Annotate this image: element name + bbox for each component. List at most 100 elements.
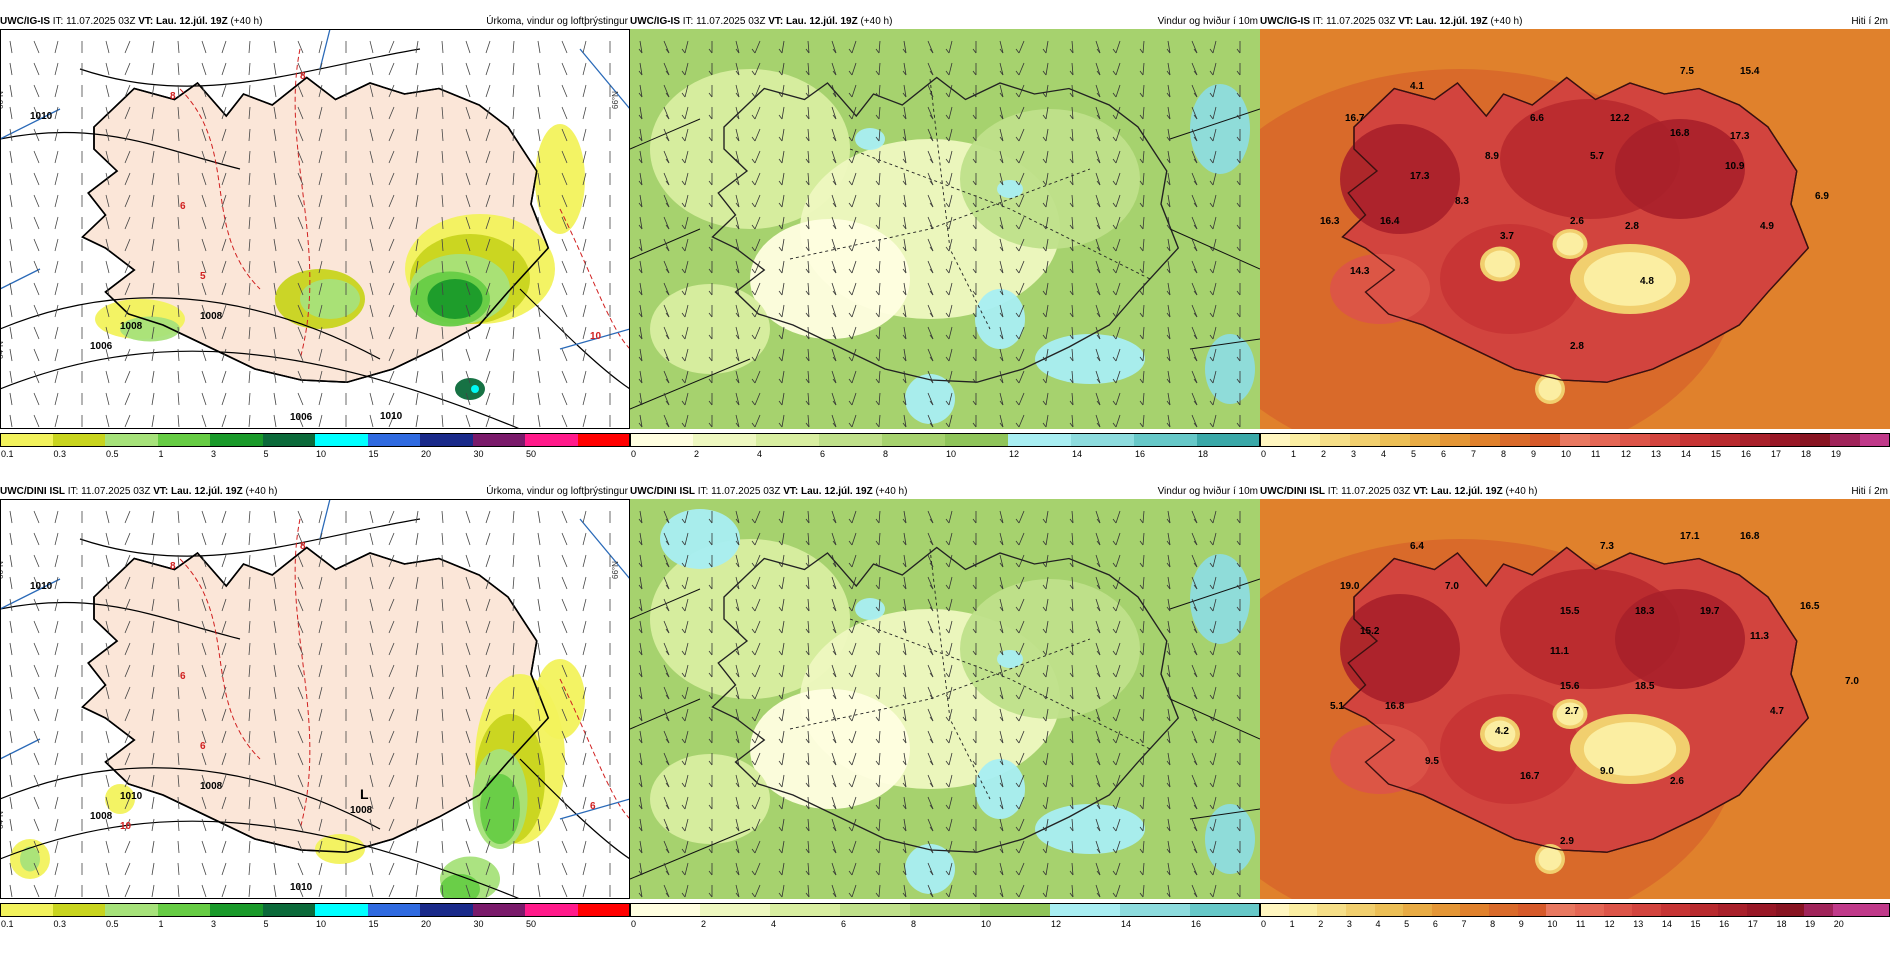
- wind-barb: [903, 862, 907, 876]
- wind-barb: [124, 84, 131, 98]
- lead-time: (+40 h): [245, 486, 278, 497]
- wind-barb: [781, 106, 785, 120]
- wind-arrowhead: [1193, 518, 1198, 524]
- wind-barb: [754, 532, 761, 546]
- precip-forecast-panel: UWC/IG-IS IT: 11.07.2025 03Z VT: Lau. 12…: [0, 15, 630, 485]
- wind-barb: [151, 40, 155, 54]
- wind-barb: [201, 796, 207, 810]
- wind-arrowhead: [1193, 92, 1198, 98]
- temperature-point-value: 10.9: [1725, 161, 1745, 172]
- wind-arrowhead: [832, 892, 837, 898]
- wind-arrowhead: [832, 246, 837, 252]
- wind-arrowhead: [832, 804, 837, 810]
- wind-barb: [1142, 62, 1145, 76]
- wind-barb: [369, 818, 374, 832]
- wind-arrowhead: [1193, 356, 1198, 362]
- lead-time: (+40 h): [860, 16, 893, 27]
- wind-barb: [441, 642, 444, 656]
- wind-barb: [831, 532, 837, 546]
- wind-barb: [54, 796, 59, 810]
- wind-barb: [221, 840, 227, 854]
- temperature-point-value: 17.3: [1730, 131, 1750, 142]
- colorbar-swatch: [1345, 903, 1375, 917]
- wind-barb: [248, 84, 251, 98]
- wind-barb: [1115, 304, 1121, 318]
- wind-arrowhead: [708, 628, 713, 634]
- wind-barb: [318, 708, 323, 722]
- wind-barb: [369, 150, 374, 164]
- wind-arrowhead: [1139, 114, 1144, 120]
- wind-barb: [684, 348, 689, 362]
- wind-barb: [999, 532, 1004, 546]
- wind-arrowhead: [1112, 92, 1117, 98]
- wind-barb: [582, 40, 587, 54]
- wind-arrowhead: [1096, 760, 1101, 766]
- wind-barb: [54, 260, 59, 274]
- wind-barb: [415, 282, 419, 296]
- wind-arrowhead: [708, 672, 713, 678]
- wind-arrowhead: [735, 246, 740, 252]
- wind-arrowhead: [848, 892, 853, 898]
- wind-barb: [1191, 62, 1198, 76]
- wind-arrowhead: [751, 782, 756, 788]
- wind-barb: [582, 774, 587, 788]
- wind-barb: [735, 862, 740, 876]
- temperature-label: 8: [170, 91, 176, 102]
- wind-barb: [512, 304, 515, 318]
- wind-arrowhead: [1112, 312, 1117, 318]
- wind-barb: [537, 282, 541, 296]
- wind-barb: [415, 194, 419, 208]
- wind-barb: [221, 106, 227, 120]
- wind-barb: [369, 576, 374, 590]
- wind-arrowhead: [805, 826, 810, 832]
- map-boundary-line: [0, 108, 61, 140]
- colorbar-tick-label: 50: [526, 919, 537, 929]
- wind-barb: [1115, 326, 1121, 340]
- colorbar-swatch: [1410, 433, 1440, 447]
- wind-barb: [1018, 708, 1025, 722]
- temperature-contour: [294, 518, 311, 830]
- panel-title: Hiti í 2m: [1851, 16, 1888, 27]
- wind-barb: [878, 686, 881, 700]
- wind-barb: [1212, 150, 1217, 164]
- wind-arrowhead: [1209, 400, 1214, 406]
- wind-barb: [415, 818, 419, 832]
- wind-barb: [1071, 532, 1074, 546]
- wind-arrowhead: [1069, 48, 1074, 54]
- wind-barb: [999, 884, 1004, 898]
- wind-arrowhead: [1042, 694, 1047, 700]
- wind-barb: [1095, 730, 1101, 744]
- wind-arrowhead: [1042, 378, 1047, 384]
- wind-barb: [318, 370, 323, 384]
- wind-barb: [735, 796, 740, 810]
- wind-barb: [1095, 216, 1101, 230]
- wind-arrowhead: [1112, 246, 1117, 252]
- wind-barb: [1212, 554, 1217, 568]
- wind-barb: [388, 818, 395, 832]
- wind-arrowhead: [1209, 672, 1214, 678]
- wind-speed-area: [960, 109, 1140, 249]
- wind-barb: [441, 370, 444, 384]
- wind-barb: [684, 106, 689, 120]
- wind-arrowhead: [1069, 606, 1074, 612]
- wind-barb: [807, 862, 810, 876]
- wind-barb: [1095, 554, 1101, 568]
- wind-barb: [124, 510, 131, 524]
- wind-barb: [903, 840, 907, 854]
- wind-barb: [754, 664, 761, 678]
- wind-barb: [735, 282, 740, 296]
- wind-barb: [1212, 128, 1217, 142]
- wind-barb: [684, 326, 689, 340]
- wind-arrowhead: [708, 202, 713, 208]
- panel-title: Hiti í 2m: [1851, 486, 1888, 497]
- wind-arrowhead: [875, 48, 880, 54]
- wind-barb: [201, 752, 207, 766]
- isobar: [0, 820, 521, 899]
- wind-arrowhead: [1096, 114, 1101, 120]
- wind-barb: [999, 40, 1004, 54]
- wind-arrowhead: [972, 422, 977, 428]
- wind-arrowhead: [832, 870, 837, 876]
- wind-barb: [537, 620, 541, 634]
- wind-arrowhead: [1096, 584, 1101, 590]
- wind-arrowhead: [638, 246, 643, 252]
